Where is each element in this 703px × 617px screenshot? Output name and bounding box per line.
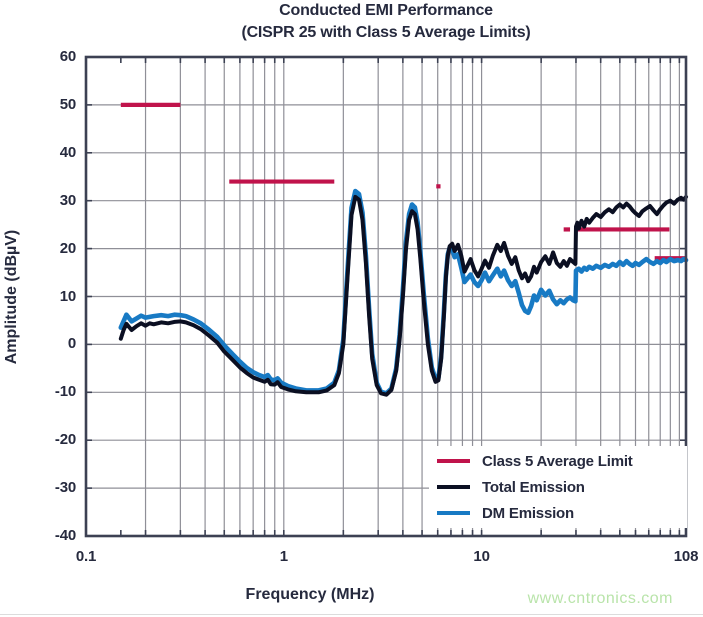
legend-swatch bbox=[437, 459, 470, 463]
series-1 bbox=[118, 194, 688, 397]
legend-item: DM Emission bbox=[429, 501, 687, 525]
y-tick-label: 40 bbox=[59, 143, 76, 161]
legend: Class 5 Average Limit Total Emission DM Em… bbox=[429, 446, 687, 528]
chart-title: Conducted EMI Performance bbox=[279, 2, 493, 19]
x-tick-label: 0.1 bbox=[75, 548, 97, 565]
legend-label: Total Emission bbox=[482, 478, 585, 496]
legend-swatch bbox=[437, 511, 470, 515]
y-tick-label: 10 bbox=[59, 287, 76, 305]
legend-item: Total Emission bbox=[429, 475, 687, 499]
y-axis-label: Amplitude (dBµV) bbox=[3, 229, 20, 365]
page-bottom-divider bbox=[0, 614, 703, 615]
chart-subtitle: (CISPR 25 with Class 5 Average Limits) bbox=[241, 24, 531, 41]
legend-swatch bbox=[437, 485, 470, 489]
y-tick-label: -30 bbox=[54, 479, 76, 497]
y-tick-label: 20 bbox=[59, 239, 76, 257]
legend-label: Class 5 Average Limit bbox=[482, 452, 633, 470]
y-tick-label: 30 bbox=[59, 191, 76, 209]
x-tick-label: 108 bbox=[673, 548, 699, 565]
x-tick-label: 10 bbox=[473, 548, 490, 565]
y-tick-label: 50 bbox=[59, 95, 76, 113]
y-tick-label: 60 bbox=[59, 48, 76, 65]
legend-item: Class 5 Average Limit bbox=[429, 449, 687, 473]
y-tick-label: 0 bbox=[67, 335, 76, 353]
watermark-text: www.cntronics.com bbox=[527, 590, 673, 607]
legend-label: DM Emission bbox=[482, 504, 574, 522]
series-2 bbox=[118, 188, 689, 396]
y-tick-label: -40 bbox=[54, 527, 76, 544]
y-tick-label: -20 bbox=[54, 431, 76, 449]
y-tick-label: -10 bbox=[54, 383, 76, 401]
x-tick-label: 1 bbox=[279, 548, 288, 565]
x-axis-label: Frequency (MHz) bbox=[245, 586, 375, 603]
